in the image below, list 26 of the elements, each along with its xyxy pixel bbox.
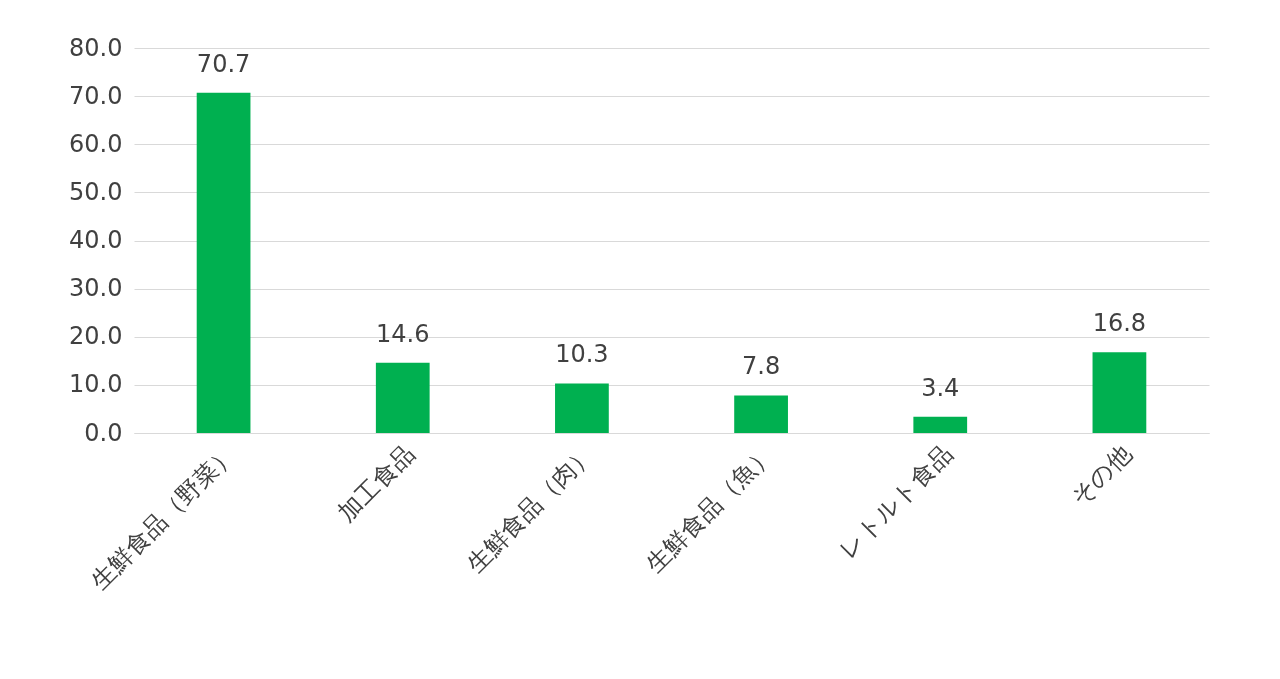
y-tick-label: 80.0: [69, 33, 123, 62]
y-tick-label: 10.0: [69, 370, 123, 399]
bar: [734, 395, 788, 433]
bar: [1092, 352, 1147, 433]
y-tick-label: 50.0: [69, 177, 123, 206]
data-label: 10.3: [555, 340, 609, 369]
data-label: 16.8: [1092, 309, 1147, 338]
x-tick-label: その他: [1064, 439, 1138, 512]
data-label: 7.8: [742, 352, 781, 381]
bar: [913, 416, 968, 433]
x-tick-label: 生鮮食品（肉）: [461, 439, 600, 578]
bar: [555, 383, 609, 433]
y-tick-label: 40.0: [69, 226, 123, 254]
y-tick-label: 70.0: [69, 81, 123, 110]
bar: [375, 362, 430, 433]
x-tick-label: 加工食品: [332, 439, 421, 528]
y-tick-label: 20.0: [69, 322, 123, 351]
x-tick-label: レトルト食品: [833, 439, 958, 564]
x-tick-label: 生鮮食品（魚）: [640, 439, 779, 578]
data-label: 70.7: [196, 49, 251, 78]
data-label: 3.4: [921, 373, 960, 402]
y-tick-label: 60.0: [69, 129, 123, 158]
bar: [196, 92, 251, 433]
y-tick-label: 0.0: [84, 418, 123, 447]
data-label: 14.6: [376, 319, 430, 348]
y-tick-label: 30.0: [69, 274, 123, 303]
